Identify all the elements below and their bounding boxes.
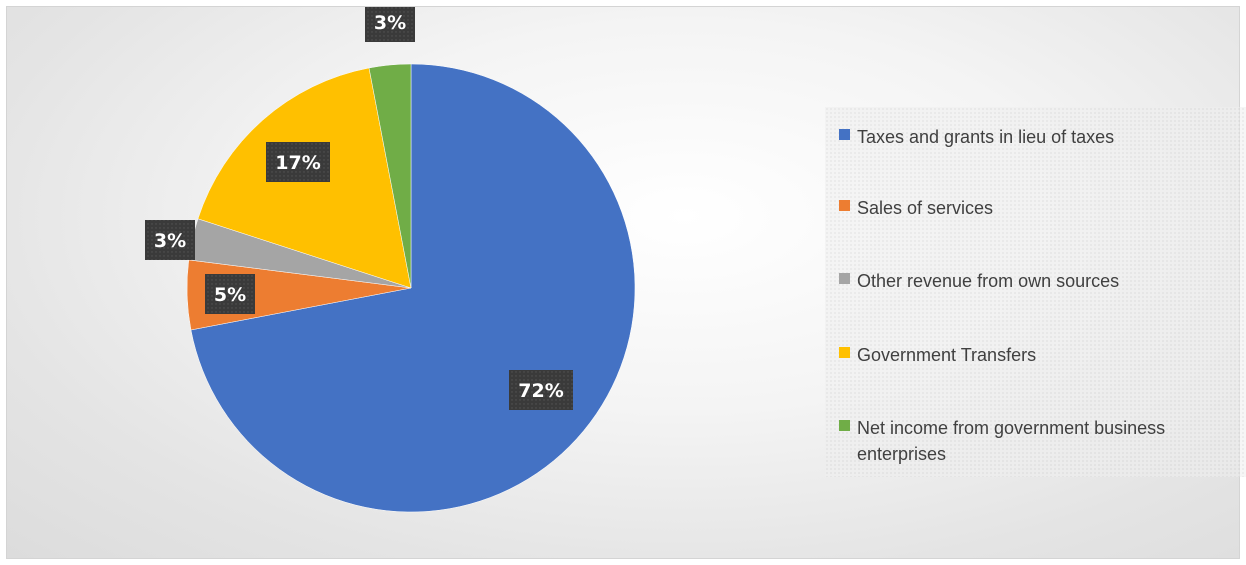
data-label-text-net-income: 3%	[374, 12, 406, 34]
data-label-text-sales: 5%	[214, 284, 246, 306]
legend-swatch-government-transfers	[839, 347, 850, 358]
data-label-box-net-income	[365, 7, 415, 42]
data-label-box-government-transfers	[266, 142, 330, 182]
data-label-sales: 5%	[205, 274, 255, 314]
legend-swatch-taxes	[839, 129, 850, 140]
legend-item-sales: Sales of services	[839, 195, 1239, 221]
legend-label-sales: Sales of services	[857, 198, 994, 218]
data-label-box-other-revenue	[145, 220, 195, 260]
legend-item-taxes: Taxes and grants in lieu of taxes	[839, 124, 1239, 150]
legend-label-other-revenue: Other revenue from own sources	[857, 271, 1120, 291]
legend-swatch-other-revenue	[839, 273, 850, 284]
data-label-government-transfers: 17%	[266, 142, 330, 182]
data-label-box-taxes	[509, 370, 573, 410]
pie-chart: 72% 5% 3% 17% 3%	[145, 7, 636, 513]
data-label-text-government-transfers: 17%	[275, 152, 320, 174]
legend-label-government-transfers: Government Transfers	[857, 345, 1037, 365]
data-label-other-revenue: 3%	[145, 220, 195, 260]
data-label-taxes: 72%	[509, 370, 573, 410]
legend-item-government-transfers: Government Transfers	[839, 342, 1239, 368]
legend-swatch-sales	[839, 200, 850, 211]
data-label-text-other-revenue: 3%	[154, 230, 186, 252]
data-label-net-income: 3%	[365, 7, 415, 42]
chart-area: 72% 5% 3% 17% 3% Taxes and grants in lieu of…	[6, 6, 1246, 559]
data-label-text-taxes: 72%	[518, 380, 563, 402]
legend-label-taxes: Taxes and grants in lieu of taxes	[857, 127, 1115, 147]
pie-slice-net-income	[368, 63, 412, 289]
legend-swatch-net-income	[839, 420, 850, 431]
legend: Taxes and grants in lieu of taxes Sales …	[825, 107, 1246, 477]
data-label-box-sales	[205, 274, 255, 314]
legend-label-net-income: Net income from government business ente…	[857, 418, 1166, 464]
legend-item-net-income: Net income from government business ente…	[839, 415, 1239, 467]
legend-item-other-revenue: Other revenue from own sources	[839, 268, 1239, 294]
